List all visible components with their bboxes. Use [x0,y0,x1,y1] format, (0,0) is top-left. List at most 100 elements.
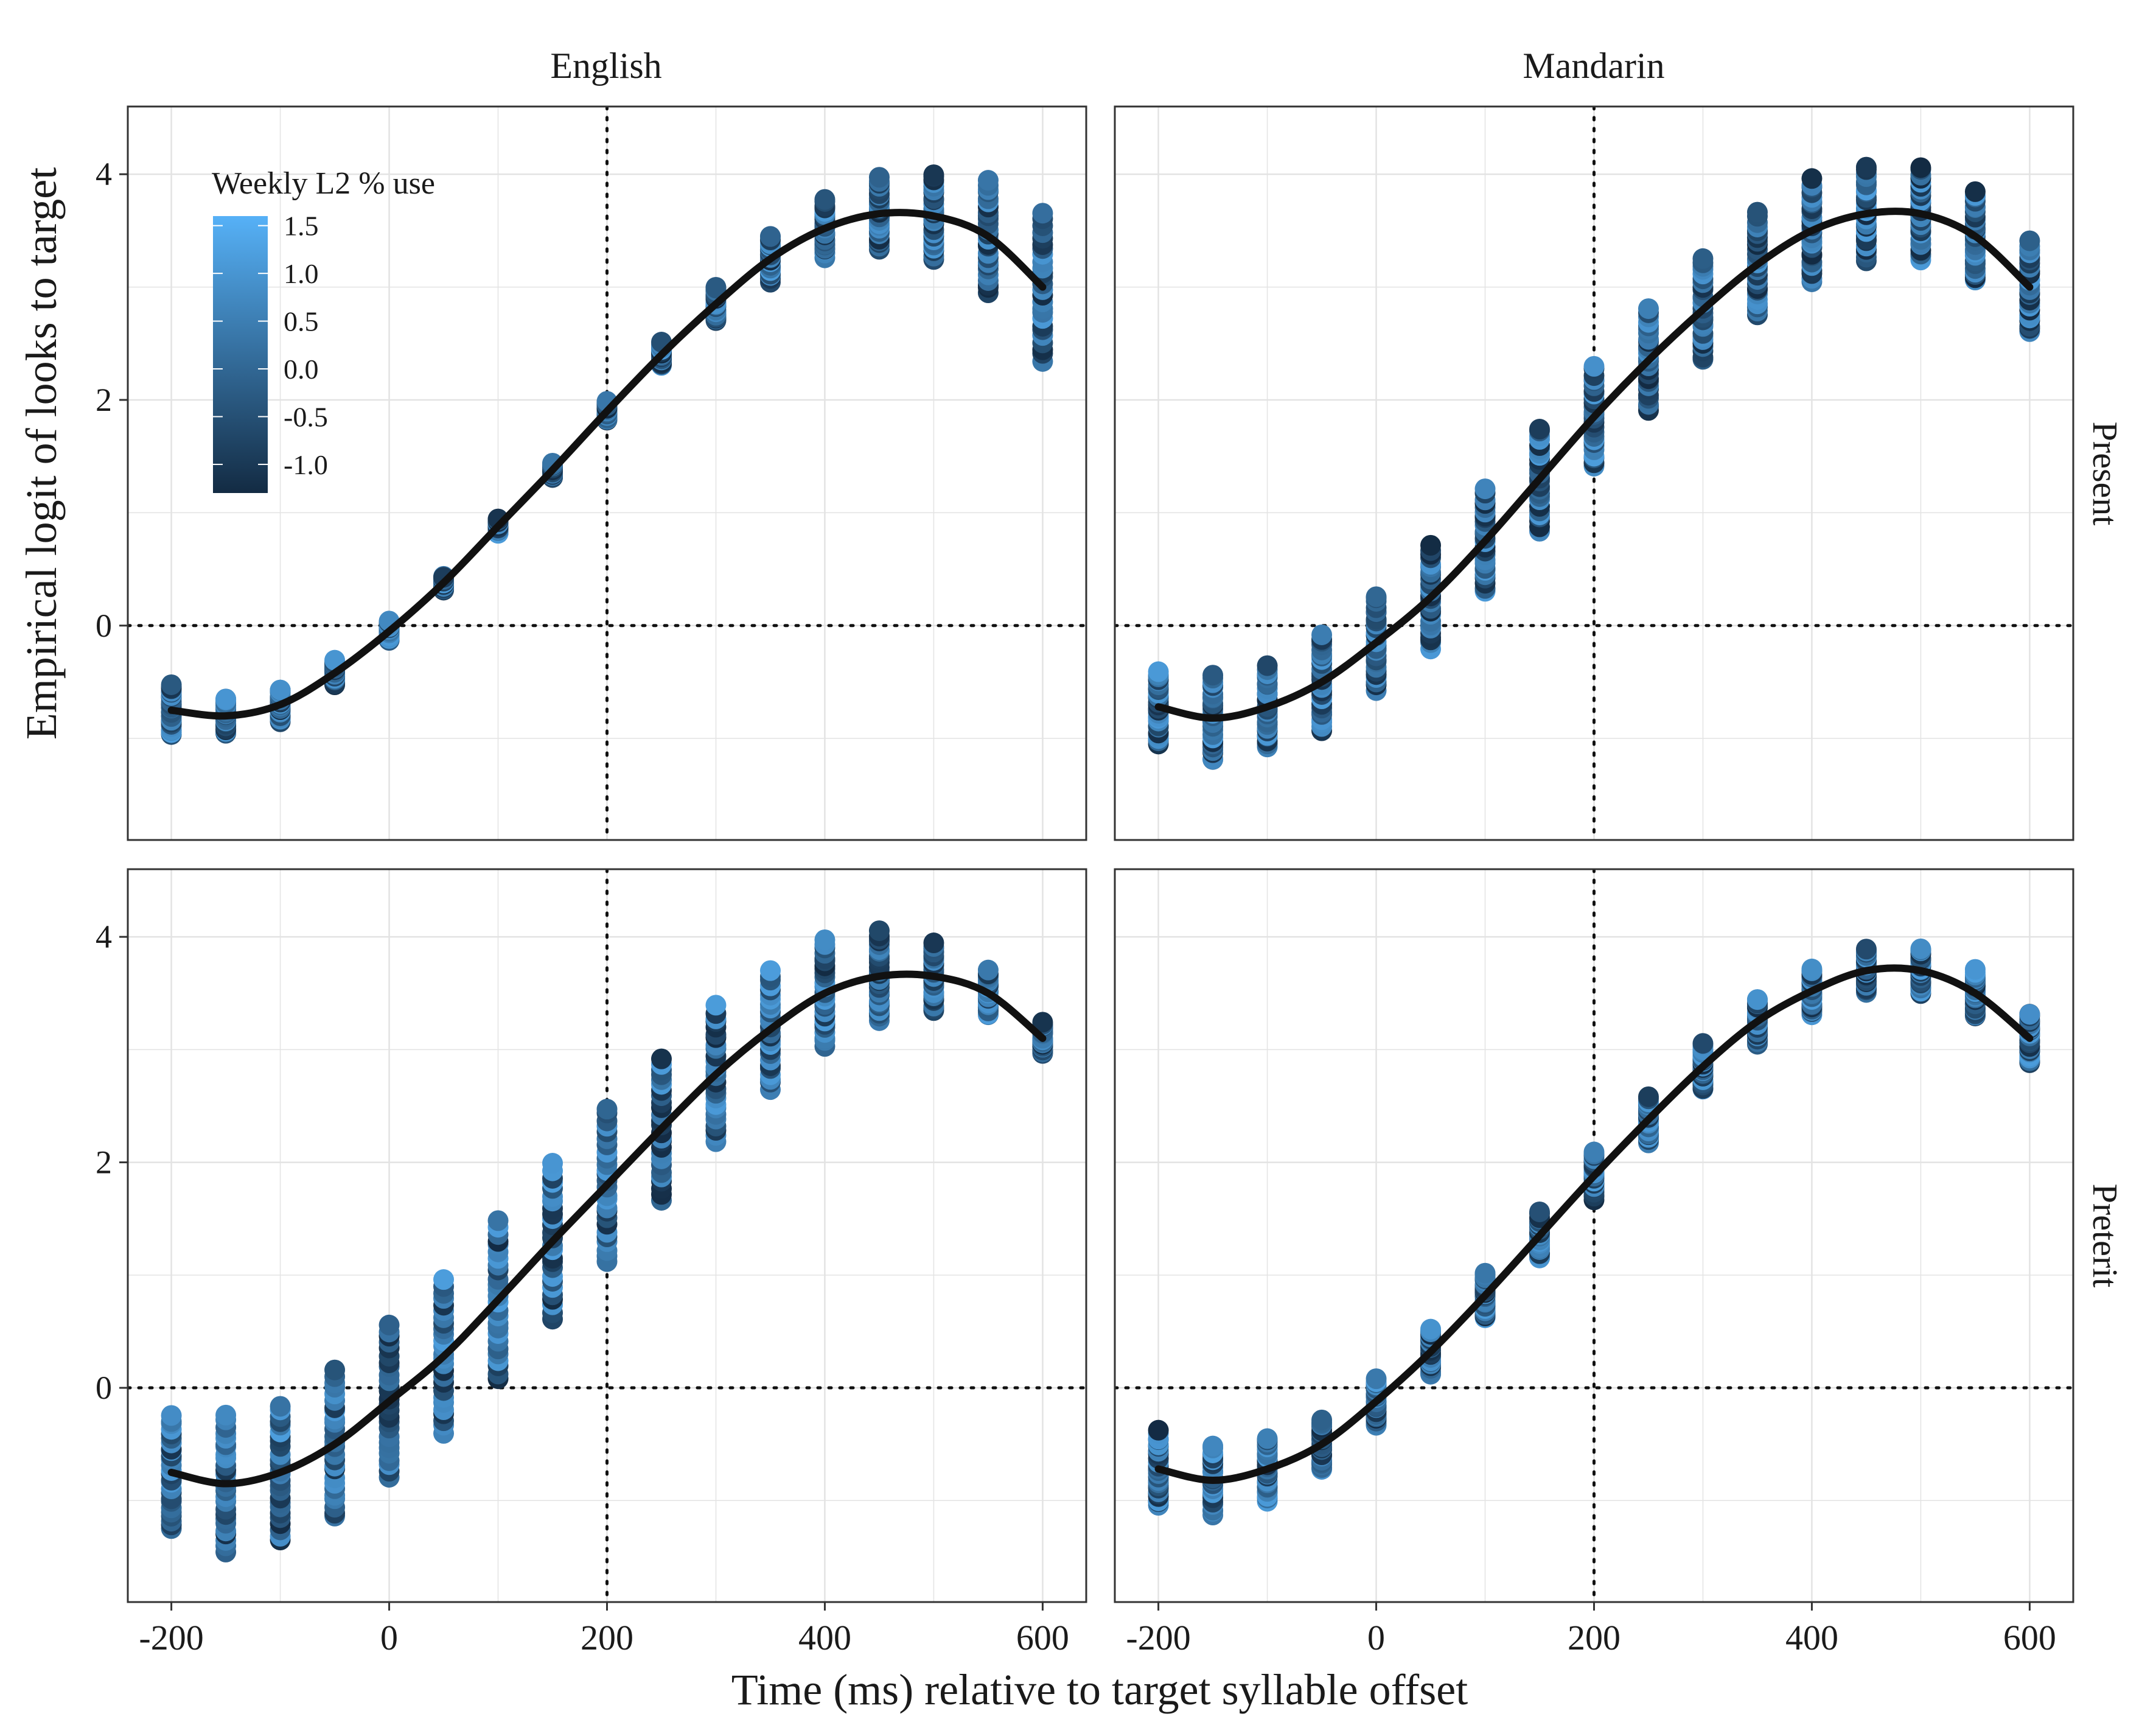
data-point [814,189,836,210]
data-point [1474,478,1496,500]
data-point [1148,661,1169,682]
data-point [542,1153,563,1174]
data-point [814,929,836,951]
data-point [759,226,781,247]
data-point [215,1404,237,1426]
data-point [1583,1141,1605,1163]
x-tick-label: -200 [139,1618,203,1657]
legend-tick-label: -1.0 [284,449,328,480]
fit-line [1154,208,2034,722]
legend-tick-label: 1.5 [284,211,319,242]
y-axis-title: Empirical logit of looks to target [17,167,66,740]
data-point [977,959,999,981]
data-point [1855,156,1877,178]
data-point [1964,959,1986,980]
data-point [923,164,944,186]
panel-mandarin-preterit [1115,869,2073,1602]
data-point [1420,1318,1442,1340]
row-label-present: Present [2085,422,2125,526]
data-point [923,932,944,954]
legend-title: Weekly L2 % use [212,166,435,201]
legend-tick-label: -0.5 [284,401,328,432]
data-point [1202,665,1224,686]
strip-labels: English Mandarin Present Preterit [550,46,2125,1287]
data-point [1638,1086,1659,1107]
data-point [1474,1262,1496,1284]
panel-english-preterit [128,869,1086,1602]
data-point [1202,1435,1224,1457]
y-tick-label: 0 [96,607,112,644]
data-point [161,1405,182,1426]
data-point [270,1396,291,1417]
data-point [1746,989,1768,1010]
data-point [1583,355,1605,377]
y-tick-label: 4 [96,918,112,955]
x-tick-label: 600 [1016,1618,1069,1657]
data-point [1366,1368,1387,1390]
data-point [161,674,182,695]
legend-tick-label: 0.5 [284,306,319,337]
x-axis-title: Time (ms) relative to target syllable of… [731,1665,1468,1714]
x-tick-label: 0 [1367,1618,1385,1657]
x-tick-label: -200 [1126,1618,1190,1657]
x-tick-label: 400 [1785,1618,1838,1657]
y-tick-label: 0 [96,1370,112,1406]
data-point [1638,298,1659,320]
data-point [1032,1012,1053,1033]
y-tick-label: 2 [96,1144,112,1181]
data-point [1692,248,1714,269]
data-point [2019,1004,2040,1025]
data-point [868,167,890,188]
x-tick-label: 200 [581,1618,633,1657]
panel-border [127,105,1087,841]
fit-line [1154,964,2034,1484]
data-point [705,276,727,298]
y-tick-label: 4 [96,156,112,192]
data-point [1529,1201,1551,1222]
x-tick-label: 400 [798,1618,851,1657]
fit-line [167,970,1047,1488]
x-tick-label: 600 [2003,1618,2056,1657]
legend-colorbar [213,216,268,493]
data-point [1257,655,1278,676]
data-point [651,1048,672,1069]
data-point [215,688,237,710]
y-tick-label: 2 [96,382,112,418]
data-point [1855,939,1877,960]
data-point [759,960,781,981]
legend-tick-label: 1.0 [284,258,319,289]
panel-mandarin-present [1115,107,2073,840]
panel-border [1114,105,2074,841]
data-point [1032,203,1053,224]
data-point [2019,230,2040,251]
legend-ticks: 1.5 1.0 0.5 0.0 -0.5 -1.0 [213,211,328,480]
x-tick-label: 0 [380,1618,398,1657]
legend-tick-label: 0.0 [284,354,319,385]
row-label-preterit: Preterit [2085,1184,2125,1288]
data-point [1148,1419,1169,1441]
data-point [596,1099,618,1120]
data-point [977,170,999,191]
color-legend: Weekly L2 % use 1.5 1.0 0.5 0.0 -0.5 -1.0 [212,166,435,493]
data-point [1910,157,1931,178]
panels-layer: 0 2 4 0 2 4 -200 0 200 400 600 -200 0 200 400 600 [96,105,2074,1657]
data-point [1801,958,1823,979]
data-point [1692,1033,1714,1054]
data-point [433,1269,455,1290]
panel-english-present [128,107,1086,840]
data-point [868,920,890,942]
data-point [1366,586,1387,607]
col-label-mandarin: Mandarin [1523,46,1664,86]
data-point [1529,419,1551,440]
data-point [1801,168,1823,189]
data-point [379,1314,400,1335]
data-point [1746,201,1768,223]
data-point [1311,1409,1333,1430]
data-point [1257,1428,1278,1449]
data-point [1420,534,1442,556]
data-point [705,995,727,1016]
data-point [1964,181,1986,202]
data-point [270,679,291,701]
data-point [1910,938,1931,959]
